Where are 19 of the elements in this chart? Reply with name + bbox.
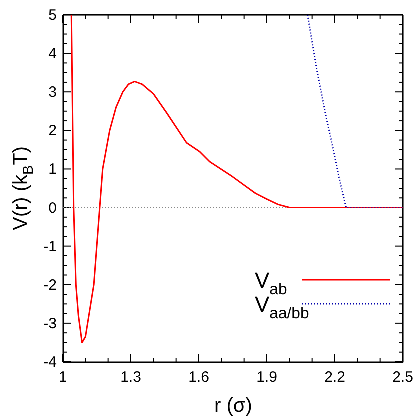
x-tick-label: 2.2: [324, 369, 346, 386]
y-tick-label: 4: [48, 46, 57, 63]
y-tick-label: 5: [48, 7, 57, 24]
y-tick-label: -4: [44, 354, 57, 371]
x-tick-label: 1.6: [188, 369, 210, 386]
line-series: [307, 14, 404, 209]
y-tick-label: -1: [44, 238, 57, 256]
y-tick-label: 3: [48, 84, 57, 102]
y-tick-label: 1: [48, 161, 57, 178]
y-tick-label: -2: [44, 276, 57, 294]
line-series: [70, 14, 404, 344]
x-axis-title: r (σ): [214, 395, 252, 417]
y-tick-label: -3: [44, 315, 57, 332]
y-tick-label: 0: [48, 200, 57, 217]
x-tick-label: 1.9: [256, 369, 278, 386]
x-tick-label: 1.3: [120, 369, 142, 386]
y-tick-label: 2: [48, 122, 57, 140]
x-tick-label: 2.5: [392, 369, 414, 386]
y-axis-title: V(r) (kBT): [10, 146, 37, 231]
